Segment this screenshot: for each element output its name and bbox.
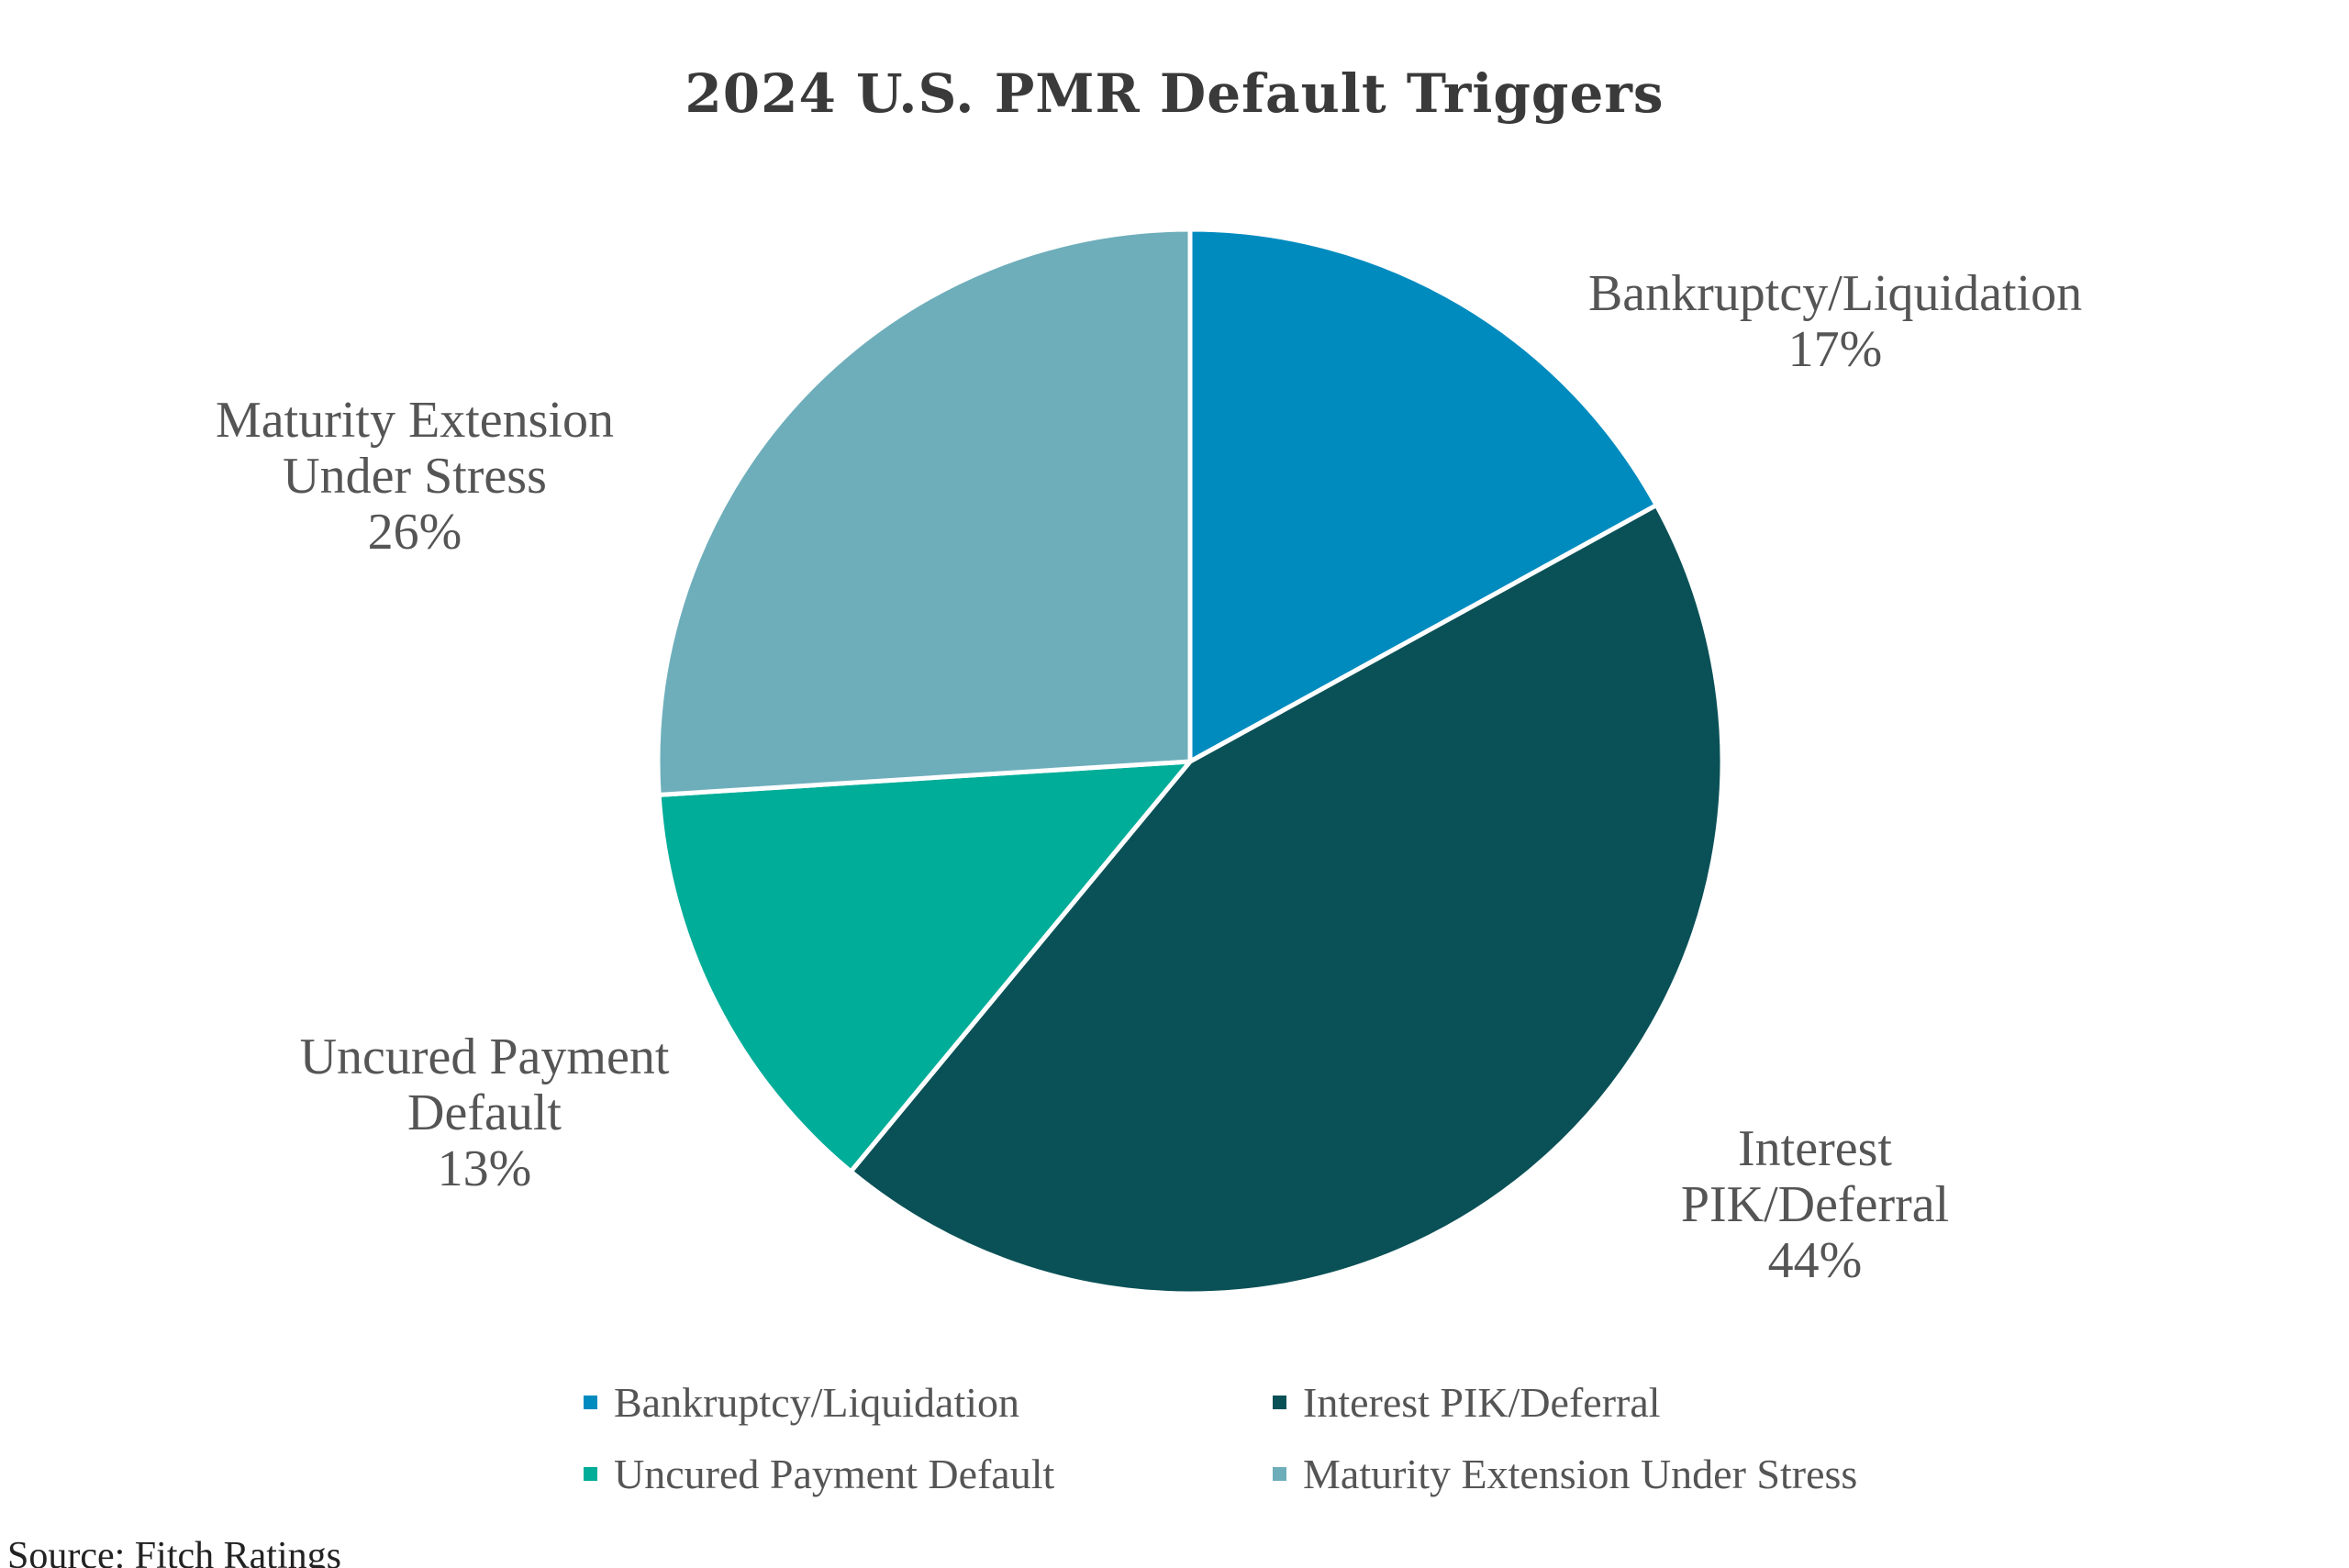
slice-label-text: Bankruptcy/Liquidation bbox=[1587, 265, 2083, 322]
slice-label-uncured-payment-default: Uncured Payment Default 13% bbox=[117, 1029, 852, 1197]
pie-slice-bankruptcy-liquidation bbox=[1187, 227, 1659, 764]
legend-label: Interest PIK/Deferral bbox=[1303, 1379, 1661, 1426]
slice-value-label: 13% bbox=[437, 1140, 532, 1197]
legend-swatch bbox=[584, 1467, 597, 1481]
legend-swatch bbox=[1273, 1467, 1286, 1481]
legend-item-uncured-payment-default: Uncured Payment Default bbox=[584, 1450, 1054, 1498]
slice-value-label: 26% bbox=[367, 504, 462, 561]
legend-item-maturity-extension-under-stress: Maturity Extension Under Stress bbox=[1273, 1450, 1857, 1498]
pie-slice-maturity-extension-under-stress bbox=[655, 227, 1193, 797]
legend-label: Uncured Payment Default bbox=[614, 1451, 1055, 1497]
slice-label-text: Uncured Payment Default bbox=[299, 1029, 670, 1141]
legend-item-bankruptcy-liquidation: Bankruptcy/Liquidation bbox=[584, 1378, 1019, 1427]
slice-value-label: 17% bbox=[1787, 321, 1883, 378]
legend-label: Maturity Extension Under Stress bbox=[1303, 1451, 1858, 1497]
source-note: Source: Fitch Ratings bbox=[7, 1535, 341, 1568]
slice-label-bankruptcy-liquidation: Bankruptcy/Liquidation 17% bbox=[1468, 266, 2202, 378]
slice-label-text: Interest PIK/Deferral bbox=[1680, 1120, 1950, 1233]
chart-title: 2024 U.S. PMR Default Triggers bbox=[685, 62, 1664, 125]
pie-slice-interest-pik-deferral bbox=[848, 503, 1725, 1296]
legend-swatch bbox=[584, 1396, 597, 1409]
slice-label-maturity-extension-under-stress: Maturity Extension Under Stress 26% bbox=[48, 393, 782, 561]
slice-label-text: Maturity Extension Under Stress bbox=[216, 392, 614, 505]
legend-item-interest-pik-deferral: Interest PIK/Deferral bbox=[1273, 1378, 1661, 1427]
pie-slice-uncured-payment-default bbox=[656, 759, 1193, 1174]
legend-swatch bbox=[1273, 1396, 1286, 1409]
slice-label-interest-pik-deferral: Interest PIK/Deferral 44% bbox=[1448, 1121, 2182, 1289]
legend-label: Bankruptcy/Liquidation bbox=[614, 1379, 1020, 1426]
slice-value-label: 44% bbox=[1767, 1232, 1863, 1289]
